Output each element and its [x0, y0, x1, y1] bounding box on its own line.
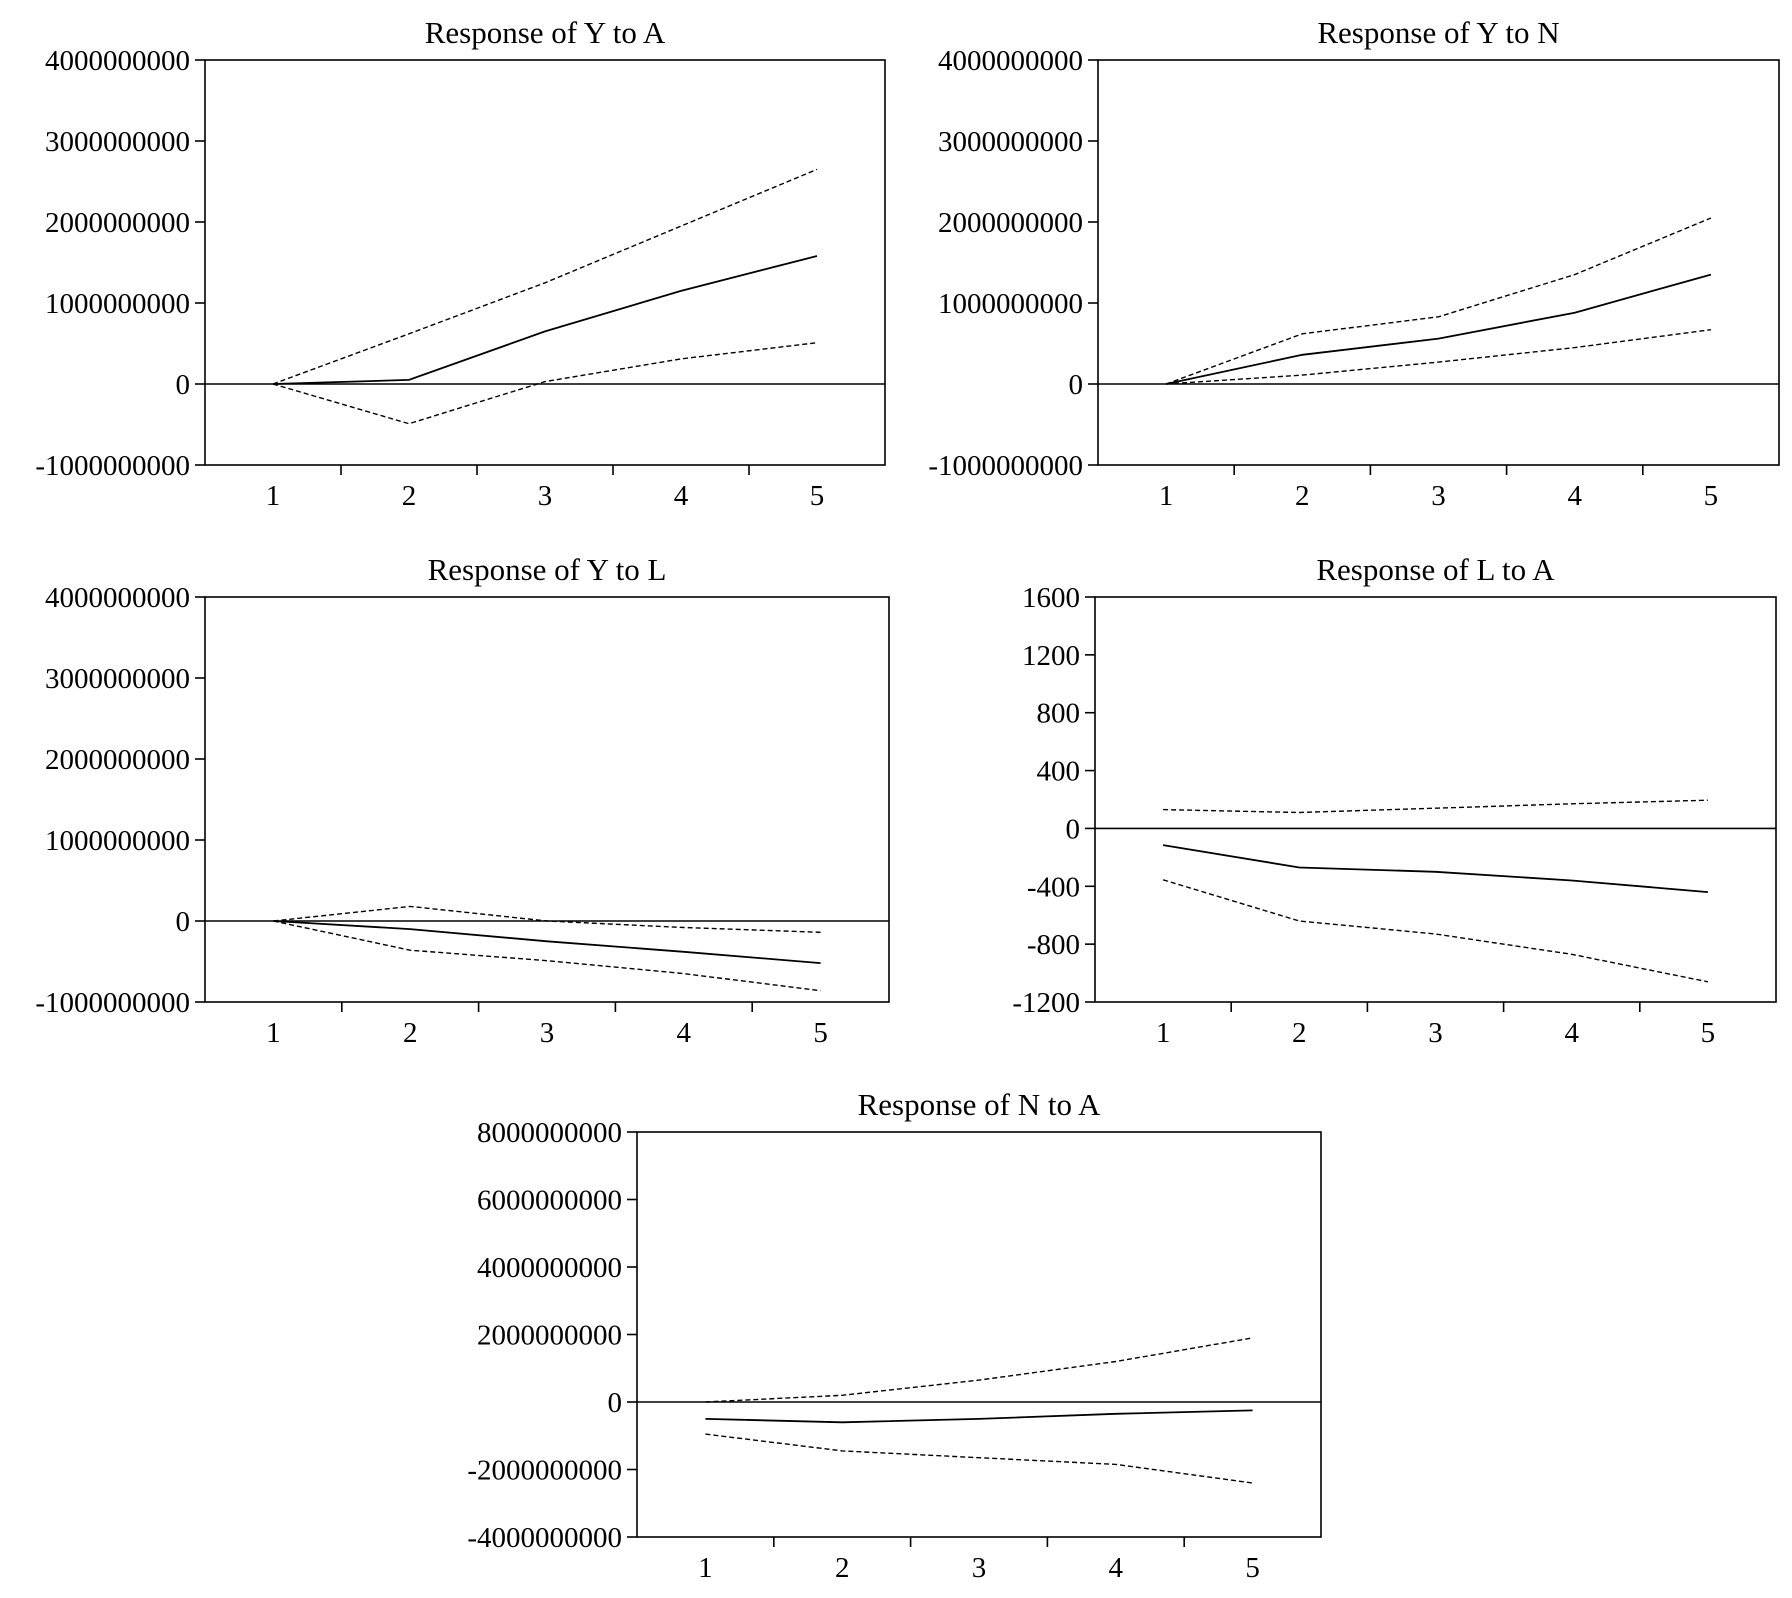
- y-tick-label: 1600: [1022, 582, 1080, 614]
- y-tick-label: 4000000000: [477, 1252, 622, 1284]
- y-tick-label: -2000000000: [467, 1455, 622, 1487]
- y-tick-label: 0: [176, 369, 191, 401]
- y-tick-label: 1000000000: [45, 825, 190, 857]
- x-tick-label: 3: [1431, 480, 1446, 512]
- confidence-band-line: [273, 905, 821, 933]
- y-tick-label: 2000000000: [45, 744, 190, 776]
- y-tick-label: -1200: [1012, 987, 1080, 1019]
- y-tick-label: 0: [1066, 813, 1081, 845]
- y-tick-label: 0: [1069, 369, 1084, 401]
- y-tick-label: 400: [1037, 756, 1081, 788]
- confidence-band-line: [1166, 329, 1711, 385]
- x-tick-label: 5: [810, 480, 825, 512]
- chart-panel-1: Response of Y to A4000000000300000000020…: [35, 15, 886, 512]
- y-tick-label: 2000000000: [45, 207, 190, 239]
- x-tick-label: 1: [266, 1017, 281, 1049]
- confidence-band-line: [705, 1433, 1253, 1484]
- confidence-band-line: [1165, 217, 1712, 385]
- chart-title: Response of L to A: [1316, 552, 1555, 587]
- response-line: [273, 920, 821, 964]
- x-tick-label: 2: [1292, 1017, 1307, 1049]
- chart-panel-4: Response of L to A 1600 1200 800 400 0 -400 -80…: [1012, 552, 1777, 1049]
- y-tick-label: 2000000000: [477, 1320, 622, 1352]
- plot-frame: [1094, 596, 1777, 1003]
- confidence-band-line: [272, 342, 818, 425]
- y-tick-label: -1000000000: [35, 987, 190, 1019]
- chart-panel-2: Response of Y to N4000000000300000000020…: [928, 15, 1780, 512]
- response-line: [1162, 844, 1708, 893]
- y-tick-label: -1000000000: [35, 450, 190, 482]
- plot-frame: [1097, 59, 1780, 466]
- x-tick-label: 5: [1701, 1017, 1716, 1049]
- confidence-band-line: [1162, 879, 1709, 983]
- confidence-band-line: [273, 920, 821, 992]
- y-tick-label: 1200: [1022, 640, 1080, 672]
- plot-frame: [204, 59, 886, 466]
- x-tick-label: 5: [1704, 480, 1719, 512]
- plot-frame: [636, 1131, 1322, 1538]
- x-tick-label: 4: [674, 480, 689, 512]
- plot-frame: [204, 596, 890, 1003]
- y-tick-label: 8000000000: [477, 1117, 622, 1149]
- x-tick-label: 2: [402, 480, 417, 512]
- x-tick-label: 3: [1428, 1017, 1443, 1049]
- chart-title: Response of Y to N: [1317, 15, 1559, 50]
- y-tick-label: -4000000000: [467, 1522, 622, 1554]
- x-tick-label: 4: [1567, 480, 1582, 512]
- x-tick-label: 4: [1109, 1552, 1124, 1584]
- confidence-band-line: [705, 1337, 1253, 1403]
- y-tick-label: -1000000000: [928, 450, 1083, 482]
- x-tick-label: 1: [1159, 480, 1174, 512]
- chart-title: Response of Y to L: [428, 552, 667, 587]
- y-tick-label: 1000000000: [938, 288, 1083, 320]
- x-tick-label: 2: [1295, 480, 1310, 512]
- y-tick-label: 4000000000: [45, 45, 190, 77]
- confidence-band-line: [1163, 799, 1708, 814]
- y-tick-label: 6000000000: [477, 1185, 622, 1217]
- y-tick-label: 2000000000: [938, 207, 1083, 239]
- y-tick-label: 3000000000: [45, 663, 190, 695]
- y-tick-label: -800: [1027, 929, 1080, 961]
- x-tick-label: 1: [1156, 1017, 1171, 1049]
- y-tick-label: 800: [1037, 698, 1081, 730]
- x-tick-label: 1: [266, 480, 281, 512]
- x-tick-label: 2: [835, 1552, 850, 1584]
- y-tick-label: 3000000000: [938, 126, 1083, 158]
- x-tick-label: 1: [698, 1552, 713, 1584]
- x-tick-label: 4: [1564, 1017, 1579, 1049]
- x-tick-label: 3: [540, 1017, 555, 1049]
- chart-title: Response of N to A: [858, 1087, 1101, 1122]
- x-tick-label: 3: [972, 1552, 987, 1584]
- y-tick-label: 4000000000: [938, 45, 1083, 77]
- response-line: [705, 1409, 1253, 1424]
- response-line: [1165, 273, 1712, 385]
- x-tick-label: 2: [403, 1017, 418, 1049]
- y-tick-label: 3000000000: [45, 126, 190, 158]
- x-tick-label: 3: [538, 480, 553, 512]
- confidence-band-line: [272, 168, 818, 385]
- chart-panel-5: Response of N to A8000000000600000000040…: [467, 1087, 1322, 1584]
- y-tick-label: -400: [1027, 871, 1080, 903]
- x-tick-label: 5: [813, 1017, 828, 1049]
- y-tick-label: 4000000000: [45, 582, 190, 614]
- y-tick-label: 0: [176, 906, 191, 938]
- response-line: [272, 255, 818, 385]
- chart-panel-3: Response of Y to L4000000000300000000020…: [35, 552, 890, 1049]
- x-tick-label: 4: [677, 1017, 692, 1049]
- x-tick-label: 5: [1245, 1552, 1260, 1584]
- chart-title: Response of Y to A: [425, 15, 666, 50]
- y-tick-label: 0: [608, 1387, 623, 1419]
- y-tick-label: 1000000000: [45, 288, 190, 320]
